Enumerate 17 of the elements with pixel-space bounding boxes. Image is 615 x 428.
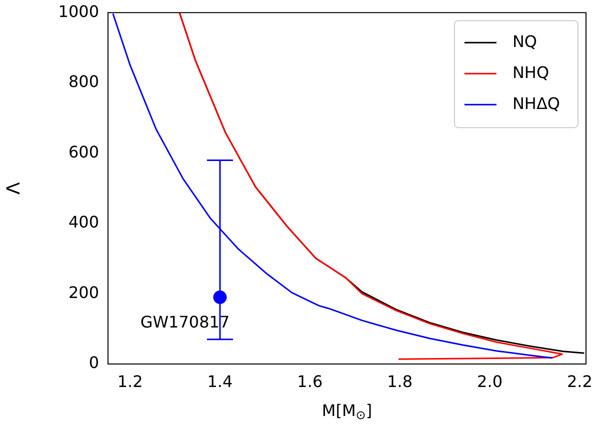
legend-label: NHΔQ: [512, 94, 560, 113]
x-tick-label: 1.2: [117, 372, 143, 391]
x-tick-label: 2.0: [477, 372, 502, 391]
x-tick-label: 2.2: [566, 372, 592, 391]
x-tick-label: 1.4: [207, 372, 233, 391]
y-tick-label: 200: [68, 282, 99, 302]
y-tick-label: 1000: [58, 2, 99, 21]
x-tick-label: 1.8: [387, 372, 413, 391]
legend-label: NQ: [512, 32, 538, 51]
y-tick-label: 400: [68, 212, 99, 232]
y-tick-label: 600: [68, 142, 99, 162]
y-tick-label: 800: [68, 72, 99, 92]
x-tick-label: 1.6: [297, 372, 323, 391]
x-axis-title: M[M⊙]: [322, 401, 372, 422]
y-tick-label: 0: [88, 353, 99, 372]
legend-label: NHQ: [512, 62, 550, 82]
y-axis-title: Λ: [3, 181, 24, 194]
